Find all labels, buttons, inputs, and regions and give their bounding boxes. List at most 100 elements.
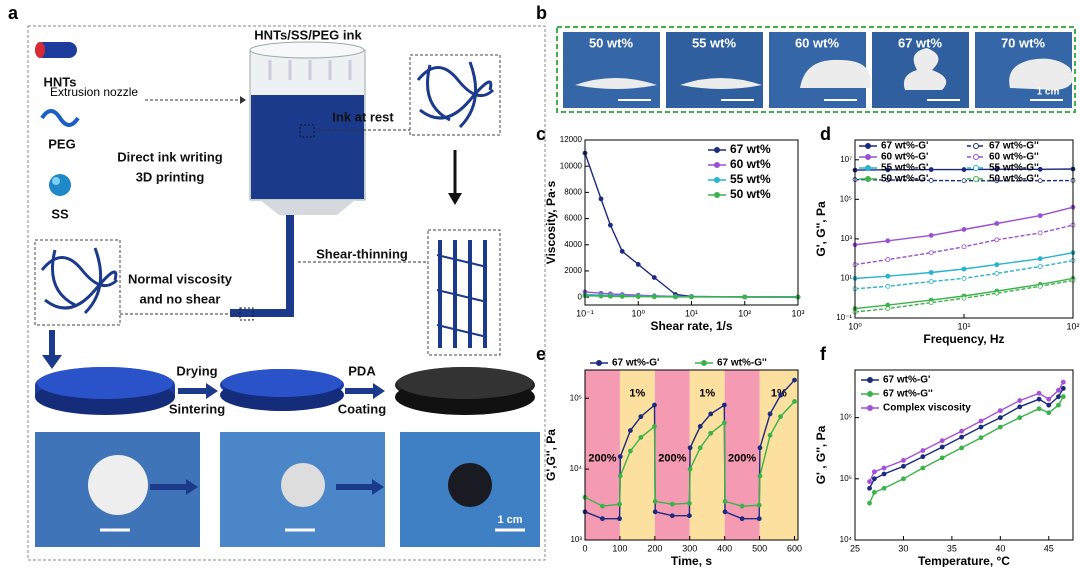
marker <box>920 454 926 460</box>
marker <box>617 473 623 479</box>
marker <box>687 513 692 519</box>
band <box>585 370 620 540</box>
y-axis-title: Viscosity, Pa·s <box>544 180 558 264</box>
y-tick-label: 0 <box>578 292 583 301</box>
legend-label: 67 wt%-G'' <box>883 389 933 400</box>
normal-label: Normal viscosity <box>128 271 233 286</box>
x-tick-label: 400 <box>717 543 732 553</box>
panel-label: b <box>536 3 547 23</box>
plot-frame <box>584 139 799 306</box>
marker <box>635 262 641 267</box>
scale-bar-label: 1 cm <box>497 514 522 526</box>
sample <box>1009 58 1073 90</box>
marker <box>778 392 783 398</box>
step-label: Coating <box>338 401 386 416</box>
marker <box>1036 406 1042 412</box>
x-tick-label: 45 <box>1044 543 1054 553</box>
y-tick-label: 10⁷ <box>840 155 852 164</box>
marker <box>961 276 967 281</box>
marker <box>885 283 891 289</box>
ink-title: HNTs/SS/PEG ink <box>254 27 362 42</box>
marker <box>959 428 964 434</box>
legend-label: 55 wt% <box>730 172 771 186</box>
y-tick-label: 10⁴ <box>570 464 583 473</box>
marker <box>697 445 703 451</box>
photo-label: 70 wt% <box>1001 35 1046 50</box>
marker <box>708 430 714 436</box>
y-tick-label: 10³ <box>570 535 582 544</box>
shear-label: Shear-thinning <box>316 246 408 261</box>
marker <box>742 294 748 300</box>
marker <box>920 448 926 453</box>
y-axis-title: G', G'', Pa <box>814 201 828 257</box>
marker <box>961 244 967 250</box>
marker <box>881 485 887 491</box>
material-label: SS <box>51 206 69 221</box>
y-tick-label: 10⁵ <box>840 194 852 203</box>
marker <box>1046 410 1052 416</box>
legend-marker <box>867 405 873 411</box>
marker <box>867 500 872 506</box>
legend-label: 50 wt%-G'' <box>989 174 1039 185</box>
legend-marker <box>867 391 873 397</box>
marker <box>600 516 605 522</box>
y-tick-label: 10000 <box>560 161 583 170</box>
panel-label: d <box>820 124 831 144</box>
legend-label: 67 wt% <box>730 142 771 156</box>
legend-label: 67 wt%-G'' <box>717 358 767 369</box>
marker <box>767 432 773 438</box>
marker <box>1046 402 1052 408</box>
marker <box>619 294 625 299</box>
marker <box>617 516 622 522</box>
x-axis-title: Frequency, Hz <box>923 332 1004 346</box>
x-tick-label: 25 <box>850 543 860 553</box>
legend-label: 60 wt%-G' <box>881 152 928 163</box>
marker <box>920 465 926 471</box>
marker <box>1037 230 1043 236</box>
nozzle-label: Extrusion nozzle <box>50 85 138 99</box>
plot-frame <box>584 369 799 541</box>
marker <box>652 509 658 515</box>
y-tick-label: 10¹ <box>840 274 852 283</box>
marker <box>1037 283 1043 289</box>
marker <box>871 469 877 475</box>
marker <box>961 227 967 232</box>
marker <box>627 428 633 433</box>
marker <box>928 270 934 275</box>
marker <box>928 167 934 172</box>
y-tick-label: 2000 <box>564 266 582 275</box>
marker <box>756 516 762 522</box>
x-tick-label: 0 <box>582 543 587 553</box>
marker <box>756 502 762 508</box>
marker <box>885 306 891 311</box>
x-axis-title: Shear rate, 1/s <box>650 319 732 333</box>
marker <box>867 485 872 491</box>
legend-marker <box>714 147 720 153</box>
x-tick-label: 10¹ <box>957 321 970 331</box>
marker <box>608 222 613 228</box>
x-axis-title: Temperature, °C <box>918 554 1010 567</box>
marker <box>638 435 644 440</box>
ink-at-rest: Ink at rest <box>332 109 394 124</box>
panel-label: a <box>8 3 19 23</box>
band <box>654 370 690 540</box>
marker <box>885 177 891 183</box>
step-label: PDA <box>348 363 376 378</box>
y-tick-label: 10⁴ <box>840 535 853 544</box>
marker <box>928 233 934 238</box>
charts: 10⁻¹ 10⁰ 10¹ 10² 10³020004000600080001000012… <box>544 135 1079 568</box>
marker <box>792 399 797 404</box>
marker <box>617 454 623 460</box>
x-tick-label: 10³ <box>791 308 804 318</box>
marker <box>928 178 934 183</box>
marker <box>598 196 604 202</box>
process-label: Direct ink writing <box>117 149 223 164</box>
scale-bar-label: 1 cm <box>1037 87 1060 98</box>
x-tick-label: 600 <box>787 543 802 553</box>
marker <box>997 415 1003 421</box>
marker <box>721 420 727 426</box>
series-line <box>584 295 799 298</box>
marker <box>928 250 934 256</box>
x-tick-label: 10² <box>738 308 751 318</box>
